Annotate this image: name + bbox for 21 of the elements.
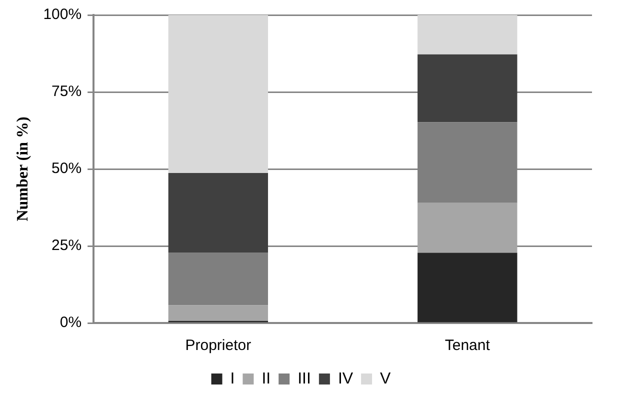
bar <box>418 54 518 122</box>
bar <box>168 173 268 252</box>
bar <box>168 252 268 306</box>
x-tick-label: Proprietor <box>185 337 252 354</box>
y-tick-label: 25% <box>52 237 82 254</box>
legend-label: I <box>230 370 235 388</box>
x-tick-label: Tenant <box>444 337 491 354</box>
y-tick-label: 75% <box>52 83 82 100</box>
y-tick-label: 100% <box>43 6 82 24</box>
legend-label: III <box>298 370 311 388</box>
y-axis-title: Number (in %) <box>14 116 32 222</box>
bar <box>418 15 518 54</box>
bar <box>418 202 518 253</box>
bar <box>168 15 268 174</box>
bar <box>418 252 518 322</box>
y-tick-label: 50% <box>52 160 82 178</box>
legend-label: IV <box>338 370 354 388</box>
legend-label: II <box>262 370 271 388</box>
legend-label: V <box>380 370 392 388</box>
bar <box>168 305 268 321</box>
y-tick-label: 0% <box>60 314 82 332</box>
